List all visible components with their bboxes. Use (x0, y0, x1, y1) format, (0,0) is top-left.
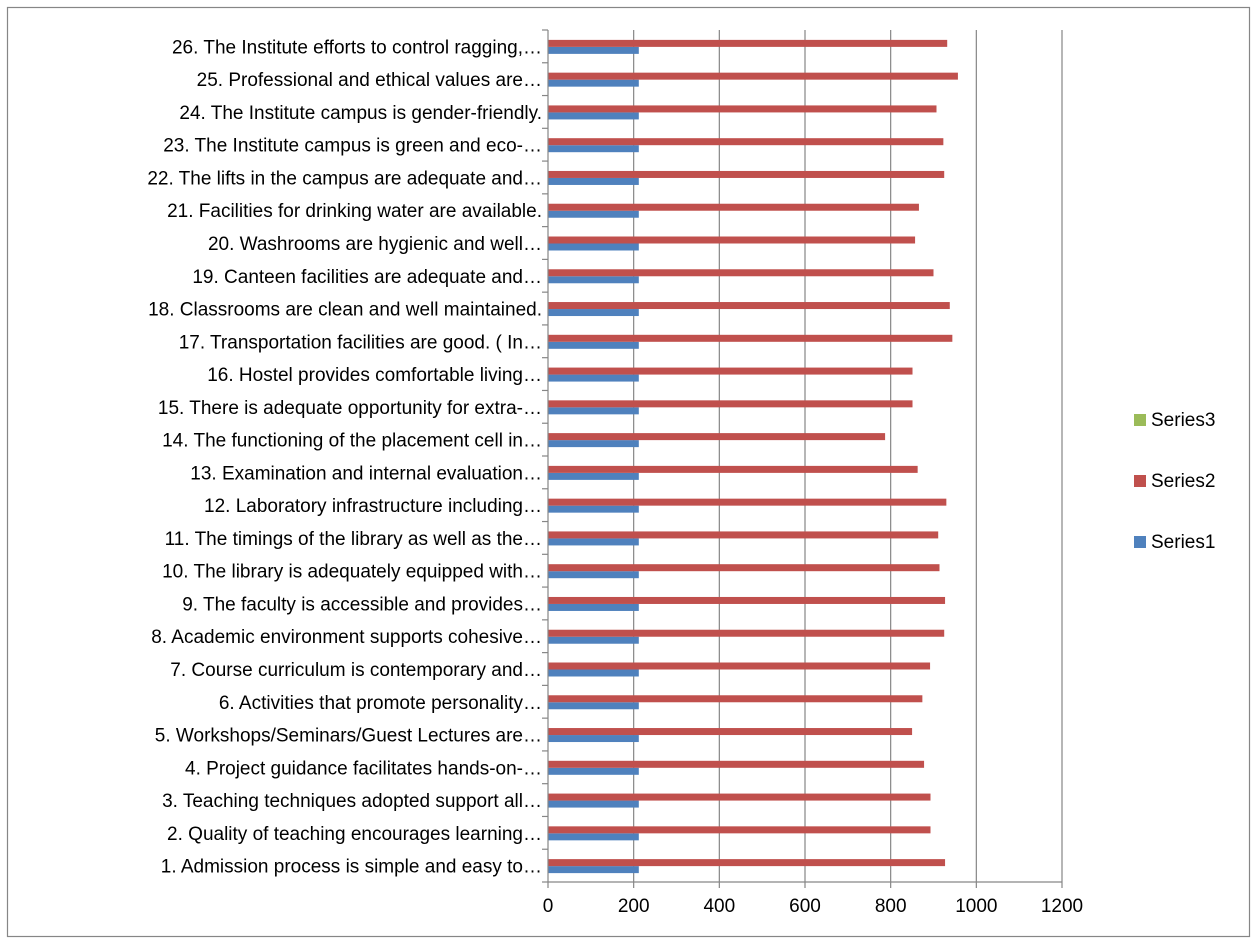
category-label: 17. Transportation facilities are good. … (179, 332, 542, 353)
bar-series1 (548, 767, 639, 775)
category-label: 2. Quality of teaching encourages learni… (167, 824, 542, 845)
category-label: 13. Examination and internal evaluation… (190, 463, 542, 484)
bar-series2 (548, 826, 931, 834)
bar-series2 (548, 400, 913, 408)
bar-series2 (548, 695, 923, 703)
bar-series1 (548, 669, 639, 677)
bar-series2 (548, 269, 934, 277)
category-label: 22. The lifts in the campus are adequate… (147, 168, 542, 189)
bar-series1 (548, 243, 639, 251)
legend-swatch-series1 (1134, 536, 1146, 548)
category-label: 20. Washrooms are hygienic and well… (208, 234, 542, 255)
x-tick-label: 1200 (1041, 896, 1083, 917)
bar-series2 (548, 302, 950, 310)
category-label: 6. Activities that promote personality… (219, 693, 542, 714)
bar-series1 (548, 603, 639, 611)
bar-series2 (548, 138, 944, 146)
category-label: 26. The Institute efforts to control rag… (172, 37, 542, 58)
x-tick-label: 200 (618, 896, 650, 917)
category-label: 5. Workshops/Seminars/Guest Lectures are… (155, 726, 542, 747)
bars (548, 39, 958, 874)
bar-series2 (548, 367, 913, 375)
bar-series1 (548, 177, 639, 185)
bar-series1 (548, 440, 639, 448)
bar-series2 (548, 236, 916, 244)
x-tick-label: 400 (703, 896, 735, 917)
category-label: 23. The Institute campus is green and ec… (163, 136, 542, 157)
x-tick-labels: 0 200 400 600 800 1000 1200 (543, 896, 1083, 917)
bar-series1 (548, 833, 639, 841)
bar-series2 (548, 531, 939, 539)
bar-series1 (548, 866, 639, 874)
bar-series1 (548, 735, 639, 743)
bar-series2 (548, 203, 919, 211)
category-label: 9. The faculty is accessible and provide… (182, 594, 542, 615)
category-label: 25. Professional and ethical values are… (197, 70, 542, 91)
bar-series2 (548, 433, 886, 441)
legend-swatch-series2 (1134, 475, 1146, 487)
bar-series2 (548, 105, 937, 113)
category-label: 3. Teaching techniques adopted support a… (162, 791, 542, 812)
bar-series2 (548, 596, 946, 604)
bar-series1 (548, 374, 639, 382)
bar-series1 (548, 702, 639, 710)
category-label: 7. Course curriculum is contemporary and… (170, 660, 542, 681)
bar-series1 (548, 46, 639, 54)
category-label: 4. Project guidance facilitates hands-on… (185, 758, 542, 779)
bar-series1 (548, 309, 639, 317)
category-label: 18. Classrooms are clean and well mainta… (148, 300, 542, 321)
bar-series1 (548, 341, 639, 349)
category-label: 1. Admission process is simple and easy … (161, 857, 542, 878)
bar-series2 (548, 629, 945, 637)
x-tick-label: 0 (543, 896, 554, 917)
bar-series2 (548, 859, 946, 867)
bar-series2 (548, 793, 931, 801)
bar-series2 (548, 760, 925, 768)
bar-series1 (548, 472, 639, 480)
bar-series1 (548, 276, 639, 284)
bar-series2 (548, 662, 931, 670)
category-label: 15. There is adequate opportunity for ex… (158, 398, 542, 419)
category-label: 19. Canteen facilities are adequate and… (192, 267, 542, 288)
bar-series1 (548, 210, 639, 218)
bar-series1 (548, 538, 639, 546)
x-tick-label: 1000 (955, 896, 997, 917)
legend-label-series2: Series2 (1151, 471, 1215, 492)
bar-series1 (548, 636, 639, 644)
bar-series1 (548, 800, 639, 808)
bar-series1 (548, 145, 639, 153)
bar-series2 (548, 465, 918, 473)
bar-series1 (548, 112, 639, 120)
legend-swatch-series3 (1134, 414, 1146, 426)
axes (542, 29, 1063, 888)
bar-series1 (548, 407, 639, 415)
x-tick-label: 800 (875, 896, 907, 917)
category-labels: 1. Admission process is simple and easy … (147, 37, 542, 877)
category-label: 14. The functioning of the placement cel… (162, 431, 542, 452)
bar-series1 (548, 505, 639, 513)
bar-series2 (548, 72, 958, 80)
x-tick-label: 600 (789, 896, 821, 917)
bar-series2 (548, 564, 940, 572)
bar-series1 (548, 79, 639, 87)
bar-series2 (548, 170, 945, 178)
bar-series2 (548, 334, 953, 342)
bar-series2 (548, 498, 947, 506)
category-label: 12. Laboratory infrastructure including… (204, 496, 542, 517)
bar-series2 (548, 39, 948, 47)
category-label: 8. Academic environment supports cohesiv… (151, 627, 542, 648)
legend-label-series1: Series1 (1151, 532, 1215, 553)
category-label: 10. The library is adequately equipped w… (162, 562, 542, 583)
bar-series1 (548, 571, 639, 579)
bar-series2 (548, 728, 913, 736)
category-label: 16. Hostel provides comfortable living… (207, 365, 542, 386)
category-label: 21. Facilities for drinking water are av… (167, 201, 542, 222)
category-label: 24. The Institute campus is gender-frien… (179, 103, 542, 124)
category-label: 11. The timings of the library as well a… (165, 529, 542, 550)
legend: Series3 Series2 Series1 (1134, 410, 1215, 553)
legend-label-series3: Series3 (1151, 410, 1215, 431)
